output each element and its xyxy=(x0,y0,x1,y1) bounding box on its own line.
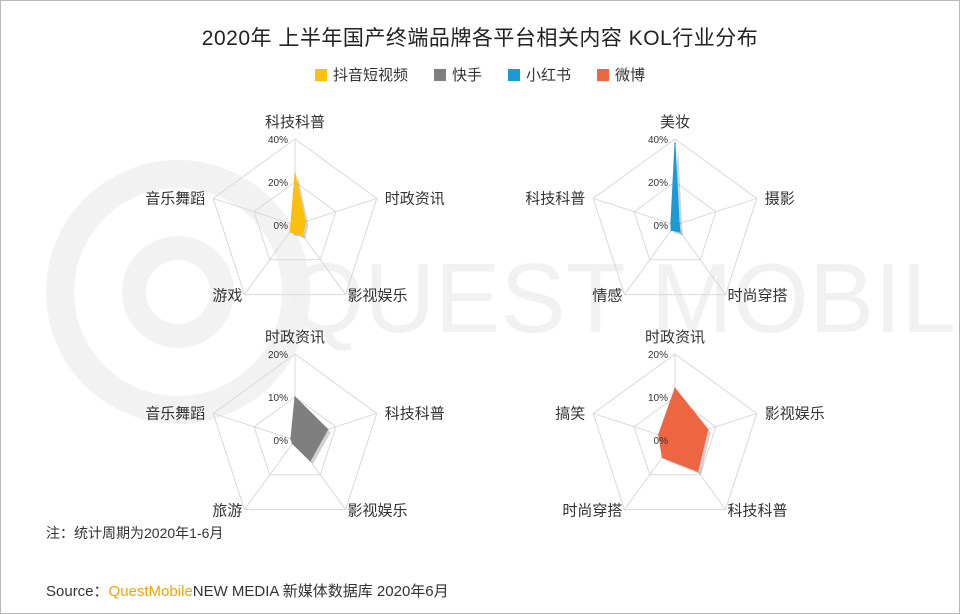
radar-category-label: 科技科普 xyxy=(728,503,788,520)
radar-data-point xyxy=(289,231,291,233)
radar-spoke xyxy=(593,197,676,226)
legend-item-kuaishou: 快手 xyxy=(433,64,482,85)
legend: 抖音短视频 快手 小红书 微博 xyxy=(0,64,960,85)
radar-category-label: 科技科普 xyxy=(525,190,585,207)
radar-tick-label: 0% xyxy=(274,436,289,447)
radar-category-label: 时政资讯 xyxy=(385,190,445,207)
radar-grid-ring xyxy=(592,138,758,296)
radar-category-label: 音乐舞蹈 xyxy=(145,190,205,207)
radar-grid-ring xyxy=(212,138,378,296)
radar-category-label: 时政资讯 xyxy=(265,329,325,346)
legend-label: 小红书 xyxy=(526,67,572,84)
radar-grid-ring xyxy=(253,396,337,476)
radar-data-point xyxy=(304,220,307,223)
radar-tick-label: 40% xyxy=(648,135,668,146)
source-line: Source：QuestMobileNEW MEDIA 新媒体数据库 2020年… xyxy=(46,580,449,601)
radar-data-point xyxy=(670,229,673,232)
radar-spoke xyxy=(213,197,296,226)
radar-category-label: 影视娱乐 xyxy=(348,503,408,520)
radar-data-point xyxy=(679,231,681,233)
radar-data-point xyxy=(301,234,304,237)
radar-grid-ring xyxy=(212,353,378,511)
radar-tick-label: 40% xyxy=(268,135,288,146)
legend-swatch xyxy=(433,68,446,81)
radar-data-point xyxy=(696,470,699,473)
radar-data-point xyxy=(657,433,660,436)
radar-data-point xyxy=(326,428,329,431)
radar-spoke xyxy=(624,224,676,295)
radar-tick-label: 20% xyxy=(268,350,288,361)
source-prefix: Source： xyxy=(46,583,109,600)
chart-title: 2020年 上半年国产终端品牌各平台相关内容 KOL行业分布 xyxy=(201,27,759,50)
footnote: 注：统计周期为2020年1-6月 xyxy=(46,525,224,541)
radar-data-point xyxy=(661,456,664,459)
source-rest: NEW MEDIA 新媒体数据库 2020年6月 xyxy=(192,583,449,600)
radar-grid-ring xyxy=(633,181,717,261)
radar-series-area xyxy=(289,172,306,236)
radar-data-point xyxy=(670,222,672,225)
legend-label: 微博 xyxy=(615,67,646,84)
radar-category-label: 音乐舞蹈 xyxy=(145,405,205,422)
radar-data-point xyxy=(294,396,296,398)
radar-data-point xyxy=(674,387,676,390)
radar-data-point xyxy=(674,142,676,145)
radar-category-label: 科技科普 xyxy=(265,114,325,131)
radar-tick-label: 20% xyxy=(648,350,668,361)
radar-series-area xyxy=(290,396,329,462)
radar-category-label: 科技科普 xyxy=(385,405,445,422)
radar-category-label: 时尚穿搭 xyxy=(562,503,622,520)
radar-category-label: 美妆 xyxy=(660,114,690,131)
legend-swatch xyxy=(508,68,520,81)
radar-tick-label: 20% xyxy=(648,178,668,189)
radar-tick-label: 10% xyxy=(648,393,668,404)
radar-data-point xyxy=(291,442,294,445)
radar-data-point xyxy=(706,428,709,431)
legend-swatch xyxy=(597,68,610,81)
radar-grid-ring xyxy=(592,353,758,511)
radar-grid-ring xyxy=(253,181,337,261)
radar-spoke xyxy=(213,412,296,441)
radar-data-point xyxy=(290,222,292,225)
radar-series-area xyxy=(670,142,681,233)
radar-category-label: 时尚穿搭 xyxy=(728,288,788,305)
radar-category-label: 摄影 xyxy=(765,190,795,207)
radar-spoke xyxy=(674,224,726,295)
radar-spoke xyxy=(244,224,296,295)
radar-category-label: 游戏 xyxy=(212,288,242,305)
legend-label: 快手 xyxy=(451,67,482,84)
radar-category-label: 情感 xyxy=(592,288,622,305)
legend-item-xiaohongshu: 小红书 xyxy=(508,64,571,85)
radar-category-label: 影视娱乐 xyxy=(348,288,408,305)
legend-swatch xyxy=(314,68,327,81)
radar-data-point xyxy=(678,222,680,225)
radar-spoke xyxy=(674,197,757,226)
radar-spoke xyxy=(294,224,346,295)
radar-category-label: 时政资讯 xyxy=(645,329,705,346)
radar-spoke xyxy=(244,439,296,510)
radar-category-label: 旅游 xyxy=(212,503,242,520)
legend-item-douyin: 抖音短视频 xyxy=(314,64,408,85)
source-brand: QuestMobile xyxy=(108,583,193,600)
radar-tick-label: 0% xyxy=(654,221,669,232)
legend-label: 抖音短视频 xyxy=(332,67,408,84)
legend-item-weibo: 微博 xyxy=(597,64,645,85)
radar-tick-label: 20% xyxy=(268,178,288,189)
radar-tick-label: 0% xyxy=(274,221,289,232)
radar-data-point xyxy=(309,460,311,462)
radar-category-label: 影视娱乐 xyxy=(765,405,825,422)
radar-data-point xyxy=(290,437,292,440)
radar-series-area xyxy=(658,387,709,472)
radar-grid-ring xyxy=(633,396,717,476)
radar-data-point xyxy=(294,172,296,175)
radar-spoke xyxy=(294,197,377,226)
radar-tick-label: 10% xyxy=(268,393,288,404)
radar-category-label: 搞笑 xyxy=(555,405,585,422)
radar-tick-label: 0% xyxy=(654,436,669,447)
